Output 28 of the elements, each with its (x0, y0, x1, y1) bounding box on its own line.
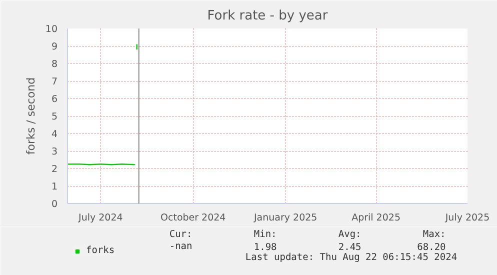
legend-label: forks (86, 245, 115, 256)
text: Cur: (169, 229, 192, 240)
text: Max: (422, 229, 446, 240)
y-tick-label: 10 (45, 24, 58, 35)
y-tick-label: 3 (51, 146, 58, 158)
text: 1.98 (254, 242, 278, 253)
y-tick-label: 0 (51, 199, 58, 210)
y-axis-title: forks / second (24, 77, 38, 155)
text: Last update: Thu Aug 22 06:15:45 2024 (245, 252, 458, 263)
x-tick-label: October 2024 (160, 212, 226, 224)
y-tick-label: 2 (51, 164, 58, 175)
y-tick-label: 8 (51, 59, 58, 70)
x-tick-label: July 2024 (78, 212, 123, 224)
text: Min: (254, 229, 277, 240)
text: 68.20 (417, 242, 446, 253)
x-tick-label: July 2025 (444, 212, 490, 224)
y-tick-label: 9 (51, 42, 58, 52)
y-tick-label: 6 (51, 94, 58, 105)
y-tick-label: 4 (51, 129, 58, 140)
x-tick-label: January 2025 (252, 212, 318, 224)
text: -nan (169, 241, 192, 252)
y-tick-label: 5 (51, 112, 58, 122)
y-tick-label: 7 (51, 76, 58, 88)
text: 2.45 (338, 242, 362, 253)
y-tick-label: 1 (51, 182, 58, 192)
text: Avg: (338, 229, 362, 240)
chart-title: Fork rate - by year (207, 8, 328, 24)
x-tick-label: April 2025 (352, 212, 401, 224)
